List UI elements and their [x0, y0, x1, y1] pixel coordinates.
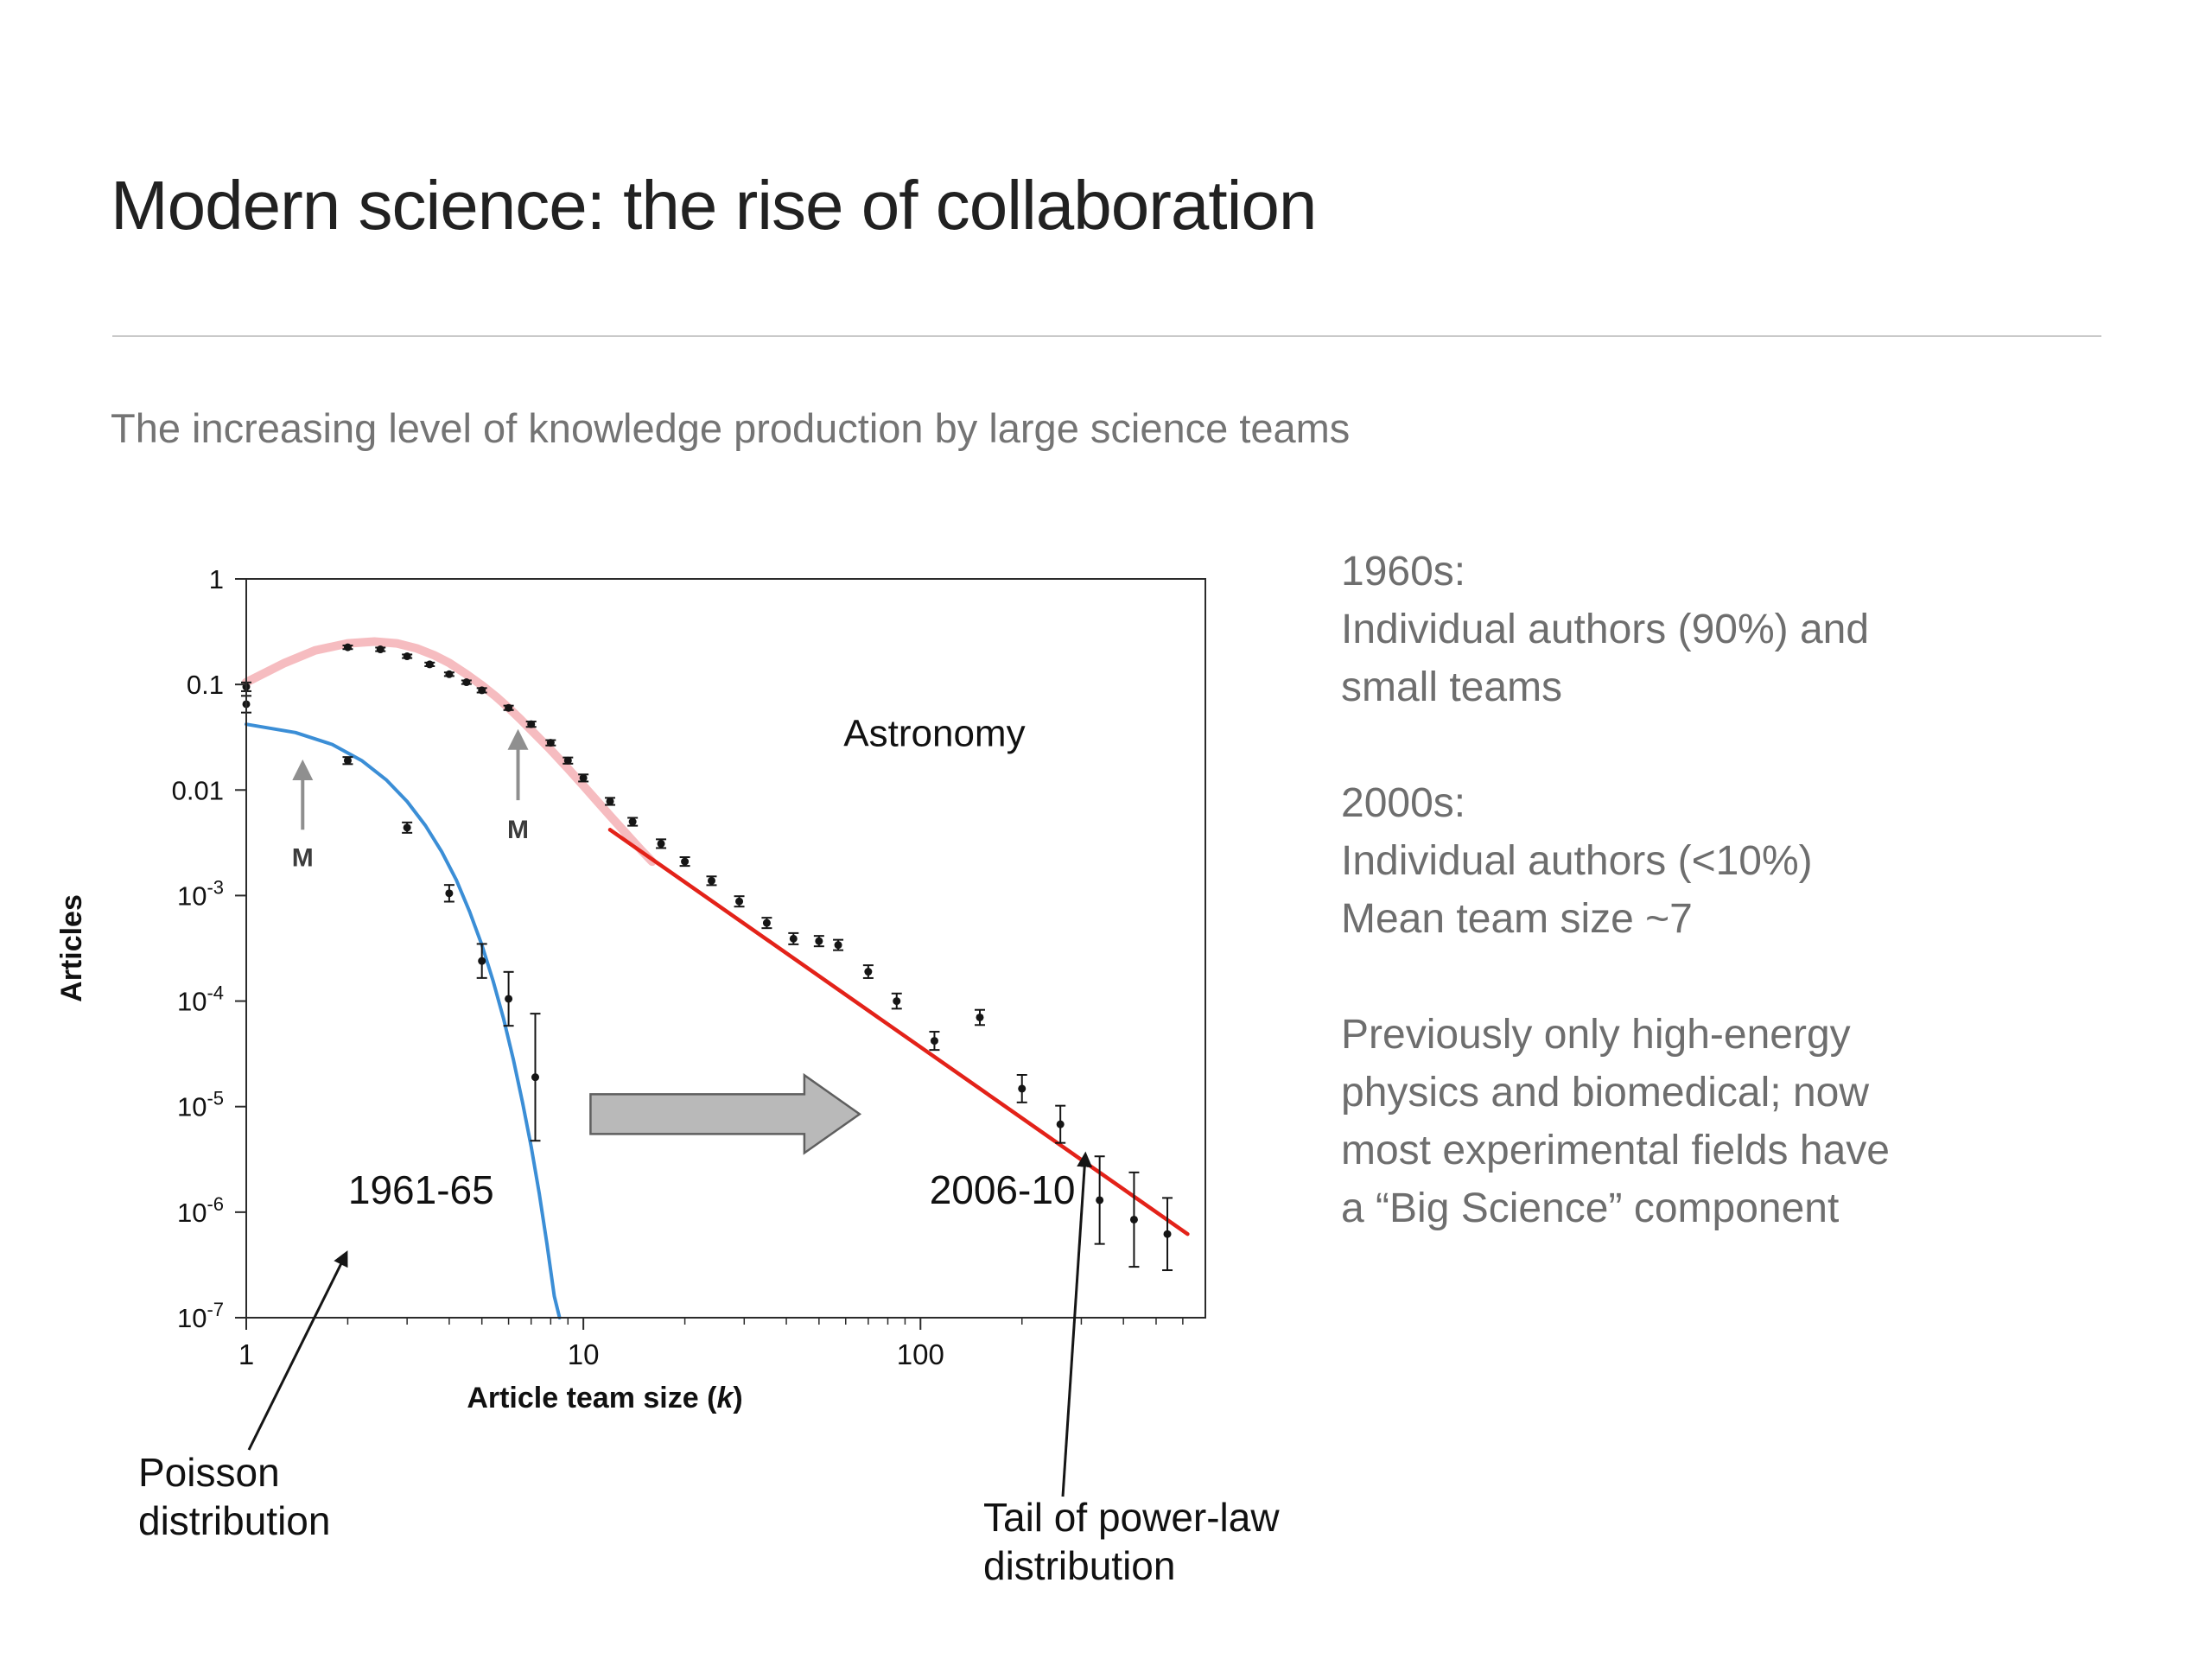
data-point-data-2006-10	[893, 997, 901, 1006]
data-point-data-2006-10	[445, 670, 454, 678]
x-tick-label: 1	[238, 1338, 254, 1370]
data-point-data-2006-10	[425, 660, 434, 669]
title-divider	[112, 335, 2101, 337]
x-tick-label: 100	[897, 1338, 944, 1370]
callout-text-power-tail-callout: Tail of power-law	[983, 1495, 1280, 1540]
callout-text-power-tail-callout: distribution	[983, 1543, 1175, 1588]
shift-right-arrow	[589, 1072, 862, 1155]
note-paragraph-2000s: 2000s: Individual authors (<10%) Mean te…	[1341, 774, 2153, 948]
x-tick-label: 10	[568, 1338, 600, 1370]
slide-subtitle: The increasing level of knowledge produc…	[111, 405, 1351, 451]
callout-text-poisson-callout: distribution	[138, 1498, 330, 1543]
data-point-data-2006-10	[628, 817, 637, 826]
data-point-data-2006-10	[789, 934, 798, 943]
data-point-data-2006-10	[681, 857, 690, 866]
data-point-data-2006-10	[403, 652, 411, 661]
data-point-data-2006-10	[1096, 1196, 1104, 1205]
data-point-data-2006-10	[478, 686, 486, 695]
data-point-data-2006-10	[762, 918, 771, 927]
x-axis-label: Article team size (k)	[467, 1382, 742, 1414]
chart-label-period-1961-65: 1961-65	[348, 1167, 494, 1212]
data-point-data-2006-10	[606, 797, 614, 805]
note-line: a “Big Science” component	[1341, 1185, 1840, 1231]
plot-frame	[245, 578, 1206, 1319]
data-point-data-2006-10	[930, 1037, 938, 1046]
data-point-data-2006-10	[707, 876, 715, 885]
y-tick-label: 10-7	[177, 1299, 224, 1333]
data-point-data-2006-10	[563, 756, 572, 765]
callout-text-poisson-callout: Poisson	[138, 1450, 280, 1495]
data-point-data-2006-10	[735, 897, 744, 906]
note-line: most experimental fields have	[1341, 1128, 1890, 1173]
data-point-data-2006-10	[343, 643, 352, 652]
y-tick-label: 0.01	[172, 775, 224, 805]
series-lognormal-body-2006-10	[242, 637, 657, 867]
note-line: 1960s:	[1341, 549, 1466, 594]
note-line: Individual authors (<10%)	[1341, 838, 1813, 884]
note-line: Mean team size ~7	[1341, 896, 1693, 942]
data-point-data-2006-10	[505, 703, 513, 712]
team-size-chart: 1 0.1 0.01 10-3 10-4 10-5 10-6 10-7 1 10 100 Articl…	[55, 564, 1280, 1588]
y-tick-label: 0.1	[187, 670, 224, 700]
y-tick-label: 1	[209, 564, 224, 594]
note-paragraph-big-science: Previously only high-energy physics and …	[1341, 1006, 2153, 1237]
y-tick-label: 10-6	[177, 1193, 224, 1228]
note-line: Previously only high-energy	[1341, 1012, 1851, 1058]
data-point-data-2006-10	[1018, 1084, 1027, 1093]
callout-arrow-poisson-callout	[247, 1250, 348, 1451]
y-tick-label: 10-3	[177, 876, 224, 911]
data-point-data-2006-10	[1056, 1120, 1065, 1128]
note-line: 2000s:	[1341, 780, 1466, 826]
data-point-data-2006-10	[657, 839, 665, 848]
data-point-data-2006-10	[579, 773, 588, 782]
mean-label: M	[292, 843, 314, 872]
mean-label: M	[507, 816, 529, 844]
y-axis-label: Articles	[55, 894, 88, 1002]
y-tick-label: 10-4	[177, 982, 224, 1017]
data-point-data-1961-65	[403, 823, 411, 832]
data-point-data-2006-10	[1129, 1215, 1138, 1224]
data-point-data-2006-10	[376, 645, 385, 654]
data-point-data-2006-10	[546, 739, 555, 747]
data-point-data-2006-10	[527, 720, 536, 728]
notes-panel: 1960s: Individual authors (90%) and smal…	[1341, 543, 2153, 1295]
data-point-data-2006-10	[864, 968, 873, 976]
data-point-data-2006-10	[976, 1013, 984, 1021]
page-title: Modern science: the rise of collaboratio…	[111, 167, 1317, 244]
y-tick-label: 10-5	[177, 1088, 224, 1122]
callout-arrow-power-tail-callout	[1061, 1151, 1093, 1497]
data-point-data-1961-65	[445, 889, 454, 898]
data-point-data-1961-65	[531, 1073, 539, 1082]
data-point-data-1961-65	[505, 995, 513, 1003]
chart-label-field-label: Astronomy	[843, 713, 1025, 755]
series-poisson-fit-1961-65	[245, 722, 562, 1319]
series-power-law-fit-2006-10	[607, 828, 1190, 1236]
chart-label-period-2006-10: 2006-10	[930, 1167, 1076, 1212]
data-point-data-2006-10	[462, 678, 471, 687]
note-line: small teams	[1341, 664, 1563, 710]
data-point-data-2006-10	[834, 941, 842, 950]
note-line: physics and biomedical; now	[1341, 1070, 1869, 1116]
data-point-data-1961-65	[343, 756, 352, 765]
data-point-data-1961-65	[478, 957, 486, 965]
note-line: Individual authors (90%) and	[1341, 607, 1870, 652]
data-point-data-2006-10	[815, 937, 823, 945]
data-point-data-2006-10	[1163, 1230, 1172, 1238]
note-paragraph-1960s: 1960s: Individual authors (90%) and smal…	[1341, 543, 2153, 716]
